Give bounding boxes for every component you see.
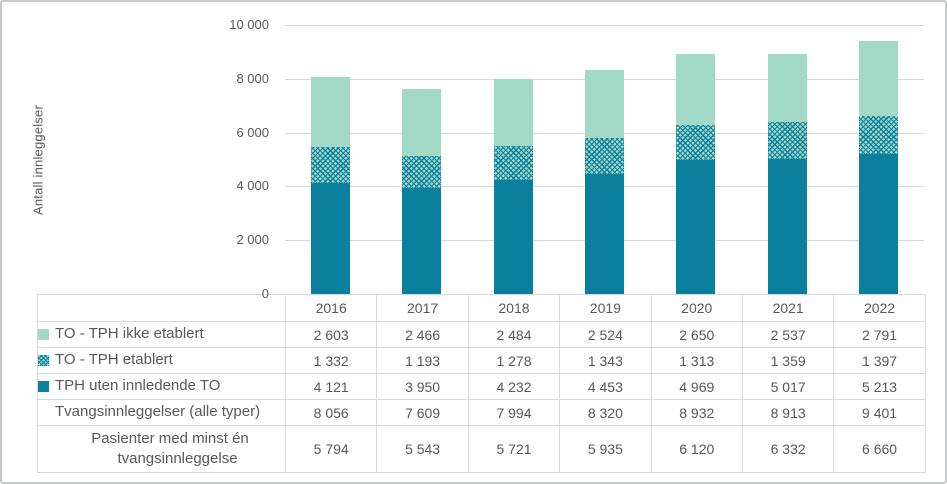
table-value-cell: 5 794: [284, 425, 378, 473]
table-row: Tvangsinnleggelser (alle typer) 8 056 7 60…: [37, 399, 926, 426]
legend-key-icon: [38, 329, 49, 340]
table-row: Pasienter med minst én tvangsinnleggelse…: [37, 425, 926, 473]
table-value-cell: 9 401: [833, 399, 926, 426]
table-value-cell: 4 969: [650, 373, 743, 400]
year-column-header: 2022: [833, 294, 926, 322]
row-label: TPH uten innledende TO: [37, 373, 286, 400]
bar-segment: [493, 79, 533, 146]
data-table: 2016 2017 2018 2019 2020 2021 2022 TO - TPH ikk…: [37, 294, 926, 473]
year-column-header: 2018: [467, 294, 561, 322]
bar-segment: [585, 70, 624, 139]
table-value-cell: 5 213: [833, 373, 926, 400]
plot-area: [285, 2, 924, 294]
table-value-cell: 1 313: [650, 347, 743, 374]
y-axis-tick-label: 4 000: [236, 178, 269, 194]
bar-segment: [767, 54, 807, 123]
bar-segment: [676, 160, 716, 294]
bar-segment: [493, 145, 533, 181]
y-axis-tick-label: 10 000: [229, 17, 269, 32]
row-label-text: TPH uten innledende TO: [55, 377, 221, 395]
row-label: Pasienter med minst én tvangsinnleggelse: [37, 425, 286, 473]
row-label-text: Tvangsinnleggelser (alle typer): [55, 403, 261, 421]
bar-segment: [858, 41, 898, 117]
table-value-cell: 4 453: [559, 373, 652, 400]
bar-2020: [676, 53, 716, 294]
table-value-cell: 7 994: [467, 399, 561, 426]
bar-segment: [311, 147, 351, 184]
bar-segment: [311, 77, 351, 148]
bar-segment: [585, 174, 624, 294]
bar-segment: [767, 159, 807, 294]
table-value-cell: 6 332: [741, 425, 835, 473]
table-value-cell: 1 359: [741, 347, 835, 374]
row-label: TO - TPH etablert: [37, 347, 286, 374]
legend-key-icon: [38, 381, 49, 392]
table-value-cell: 1 343: [559, 347, 652, 374]
bar-segment: [767, 122, 807, 159]
bar-segment: [676, 53, 716, 126]
table-value-cell: 1 193: [376, 347, 469, 374]
table-value-cell: 5 017: [741, 373, 835, 400]
bar-2019: [585, 70, 624, 294]
bar-2018: [493, 79, 533, 294]
legend-key-icon: [38, 355, 49, 366]
bar-2021: [767, 54, 807, 294]
table-value-cell: 6 120: [650, 425, 743, 473]
table-value-cell: 4 121: [284, 373, 378, 400]
table-row: TPH uten innledende TO 4 121 3 950 4 232 4 4…: [37, 373, 926, 400]
y-axis-title: Antall innleggelser: [30, 104, 46, 216]
table-row: TO - TPH etablert 1 332 1 193 1 278 1 343 1 3…: [37, 347, 926, 374]
table-value-cell: 6 660: [833, 425, 926, 473]
bar-segment: [402, 155, 442, 188]
bar-segment: [585, 138, 624, 175]
bar-2022: [858, 41, 898, 294]
bar-segment: [402, 187, 442, 294]
gridline: [285, 25, 924, 26]
y-axis-tick-label: 6 000: [236, 124, 269, 140]
year-column-header: 2019: [559, 294, 652, 322]
bar-segment: [676, 125, 716, 161]
table-value-cell: 1 332: [284, 347, 378, 374]
row-label-text: TO - TPH ikke etablert: [55, 325, 204, 343]
table-value-cell: 4 232: [467, 373, 561, 400]
bar-2017: [402, 89, 442, 294]
bar-segment: [311, 183, 351, 294]
table-value-cell: 2 537: [741, 321, 835, 348]
bar-segment: [858, 116, 898, 154]
table-value-cell: 1 278: [467, 347, 561, 374]
row-label: Tvangsinnleggelser (alle typer): [37, 399, 286, 426]
table-value-cell: 7 609: [376, 399, 469, 426]
bar-segment: [493, 180, 533, 294]
table-value-cell: 2 484: [467, 321, 561, 348]
y-axis-tick-label: 0: [261, 286, 269, 301]
y-axis-tick-label: 8 000: [236, 70, 269, 86]
year-column-header: 2017: [376, 294, 469, 322]
table-value-cell: 2 791: [833, 321, 926, 348]
table-value-cell: 5 935: [559, 425, 652, 473]
table-value-cell: 8 913: [741, 399, 835, 426]
table-value-cell: 2 650: [650, 321, 743, 348]
table-value-cell: 2 466: [376, 321, 469, 348]
row-label-text: Pasienter med minst én tvangsinnleggelse: [91, 429, 249, 467]
table-value-cell: 8 056: [284, 399, 378, 426]
y-axis-tick-label: 2 000: [236, 232, 269, 248]
table-value-cell: 5 543: [376, 425, 469, 473]
bar-segment: [402, 89, 442, 156]
year-column-header: 2016: [284, 294, 378, 322]
row-label: TO - TPH ikke etablert: [37, 321, 286, 348]
row-label-text: TO - TPH etablert: [55, 351, 173, 369]
table-value-cell: 2 524: [559, 321, 652, 348]
table-value-cell: 5 721: [467, 425, 561, 473]
year-column-header: 2020: [650, 294, 743, 322]
table-value-cell: 8 320: [559, 399, 652, 426]
table-value-cell: 1 397: [833, 347, 926, 374]
table-row: TO - TPH ikke etablert 2 603 2 466 2 484 2 5…: [37, 321, 926, 348]
table-value-cell: 3 950: [376, 373, 469, 400]
table-value-cell: 2 603: [284, 321, 378, 348]
table-value-cell: 8 932: [650, 399, 743, 426]
year-column-header: 2021: [741, 294, 835, 322]
bar-segment: [858, 153, 898, 294]
bar-2016: [311, 77, 351, 294]
